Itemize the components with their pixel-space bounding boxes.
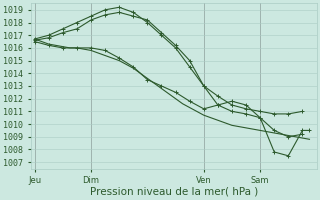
X-axis label: Pression niveau de la mer( hPa ): Pression niveau de la mer( hPa ) xyxy=(90,187,258,197)
